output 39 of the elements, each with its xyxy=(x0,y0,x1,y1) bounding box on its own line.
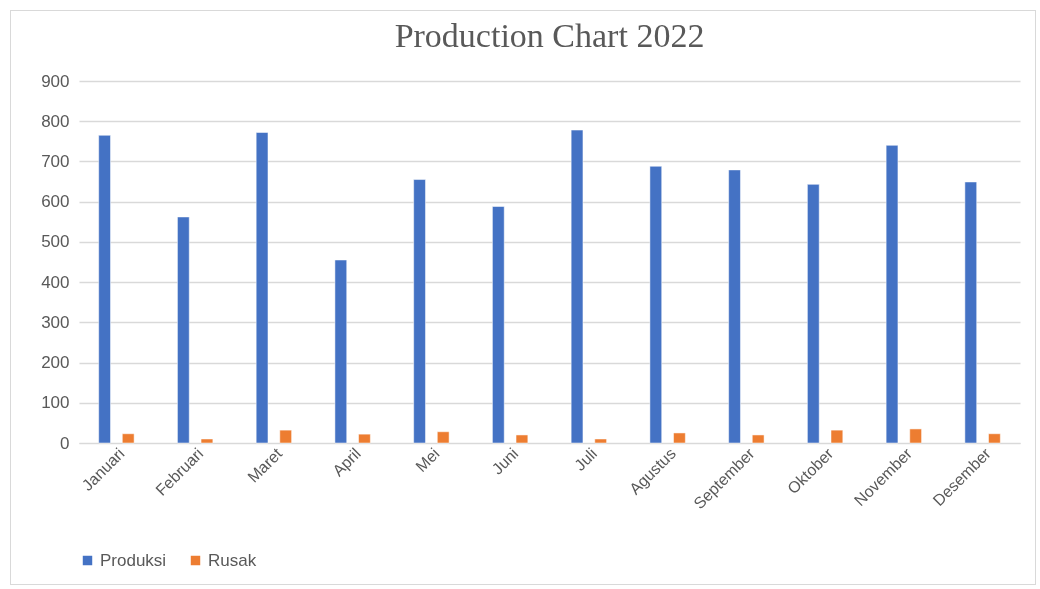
bar xyxy=(255,132,269,444)
bar xyxy=(413,179,426,444)
bar xyxy=(358,433,371,444)
bar xyxy=(515,434,529,444)
y-tick-label: 200 xyxy=(41,353,70,373)
bar xyxy=(728,169,741,444)
y-tick-label: 700 xyxy=(41,151,70,171)
bar xyxy=(909,428,922,444)
y-tick-label: 100 xyxy=(41,393,70,413)
bar xyxy=(673,432,686,444)
y-tick-label: 900 xyxy=(41,71,70,91)
bar xyxy=(334,259,347,444)
bar xyxy=(437,431,450,444)
bar xyxy=(279,429,292,444)
bar xyxy=(122,433,135,444)
bar xyxy=(570,129,584,444)
bar xyxy=(594,438,607,444)
y-tick-label: 400 xyxy=(41,272,70,292)
bar xyxy=(200,438,214,444)
bar xyxy=(964,181,977,444)
legend-label: Rusak xyxy=(208,550,257,570)
x-tick-label: Juli xyxy=(571,444,601,474)
bar xyxy=(177,216,190,444)
legend-label: Produksi xyxy=(100,550,167,570)
y-tick-label: 0 xyxy=(60,433,70,453)
x-tick-label: Mei xyxy=(412,444,443,476)
bar xyxy=(98,135,111,444)
bar xyxy=(807,184,820,444)
y-tick-label: 300 xyxy=(41,312,70,332)
y-tick-label: 800 xyxy=(41,111,70,131)
bar xyxy=(752,434,765,444)
bar xyxy=(492,206,505,444)
bar xyxy=(988,433,1001,444)
bar xyxy=(885,145,899,444)
bar xyxy=(649,166,662,444)
bar xyxy=(830,429,844,444)
y-tick-label: 500 xyxy=(41,232,70,252)
y-tick-label: 600 xyxy=(41,192,70,212)
chart-title: Production Chart 2022 xyxy=(394,17,705,54)
